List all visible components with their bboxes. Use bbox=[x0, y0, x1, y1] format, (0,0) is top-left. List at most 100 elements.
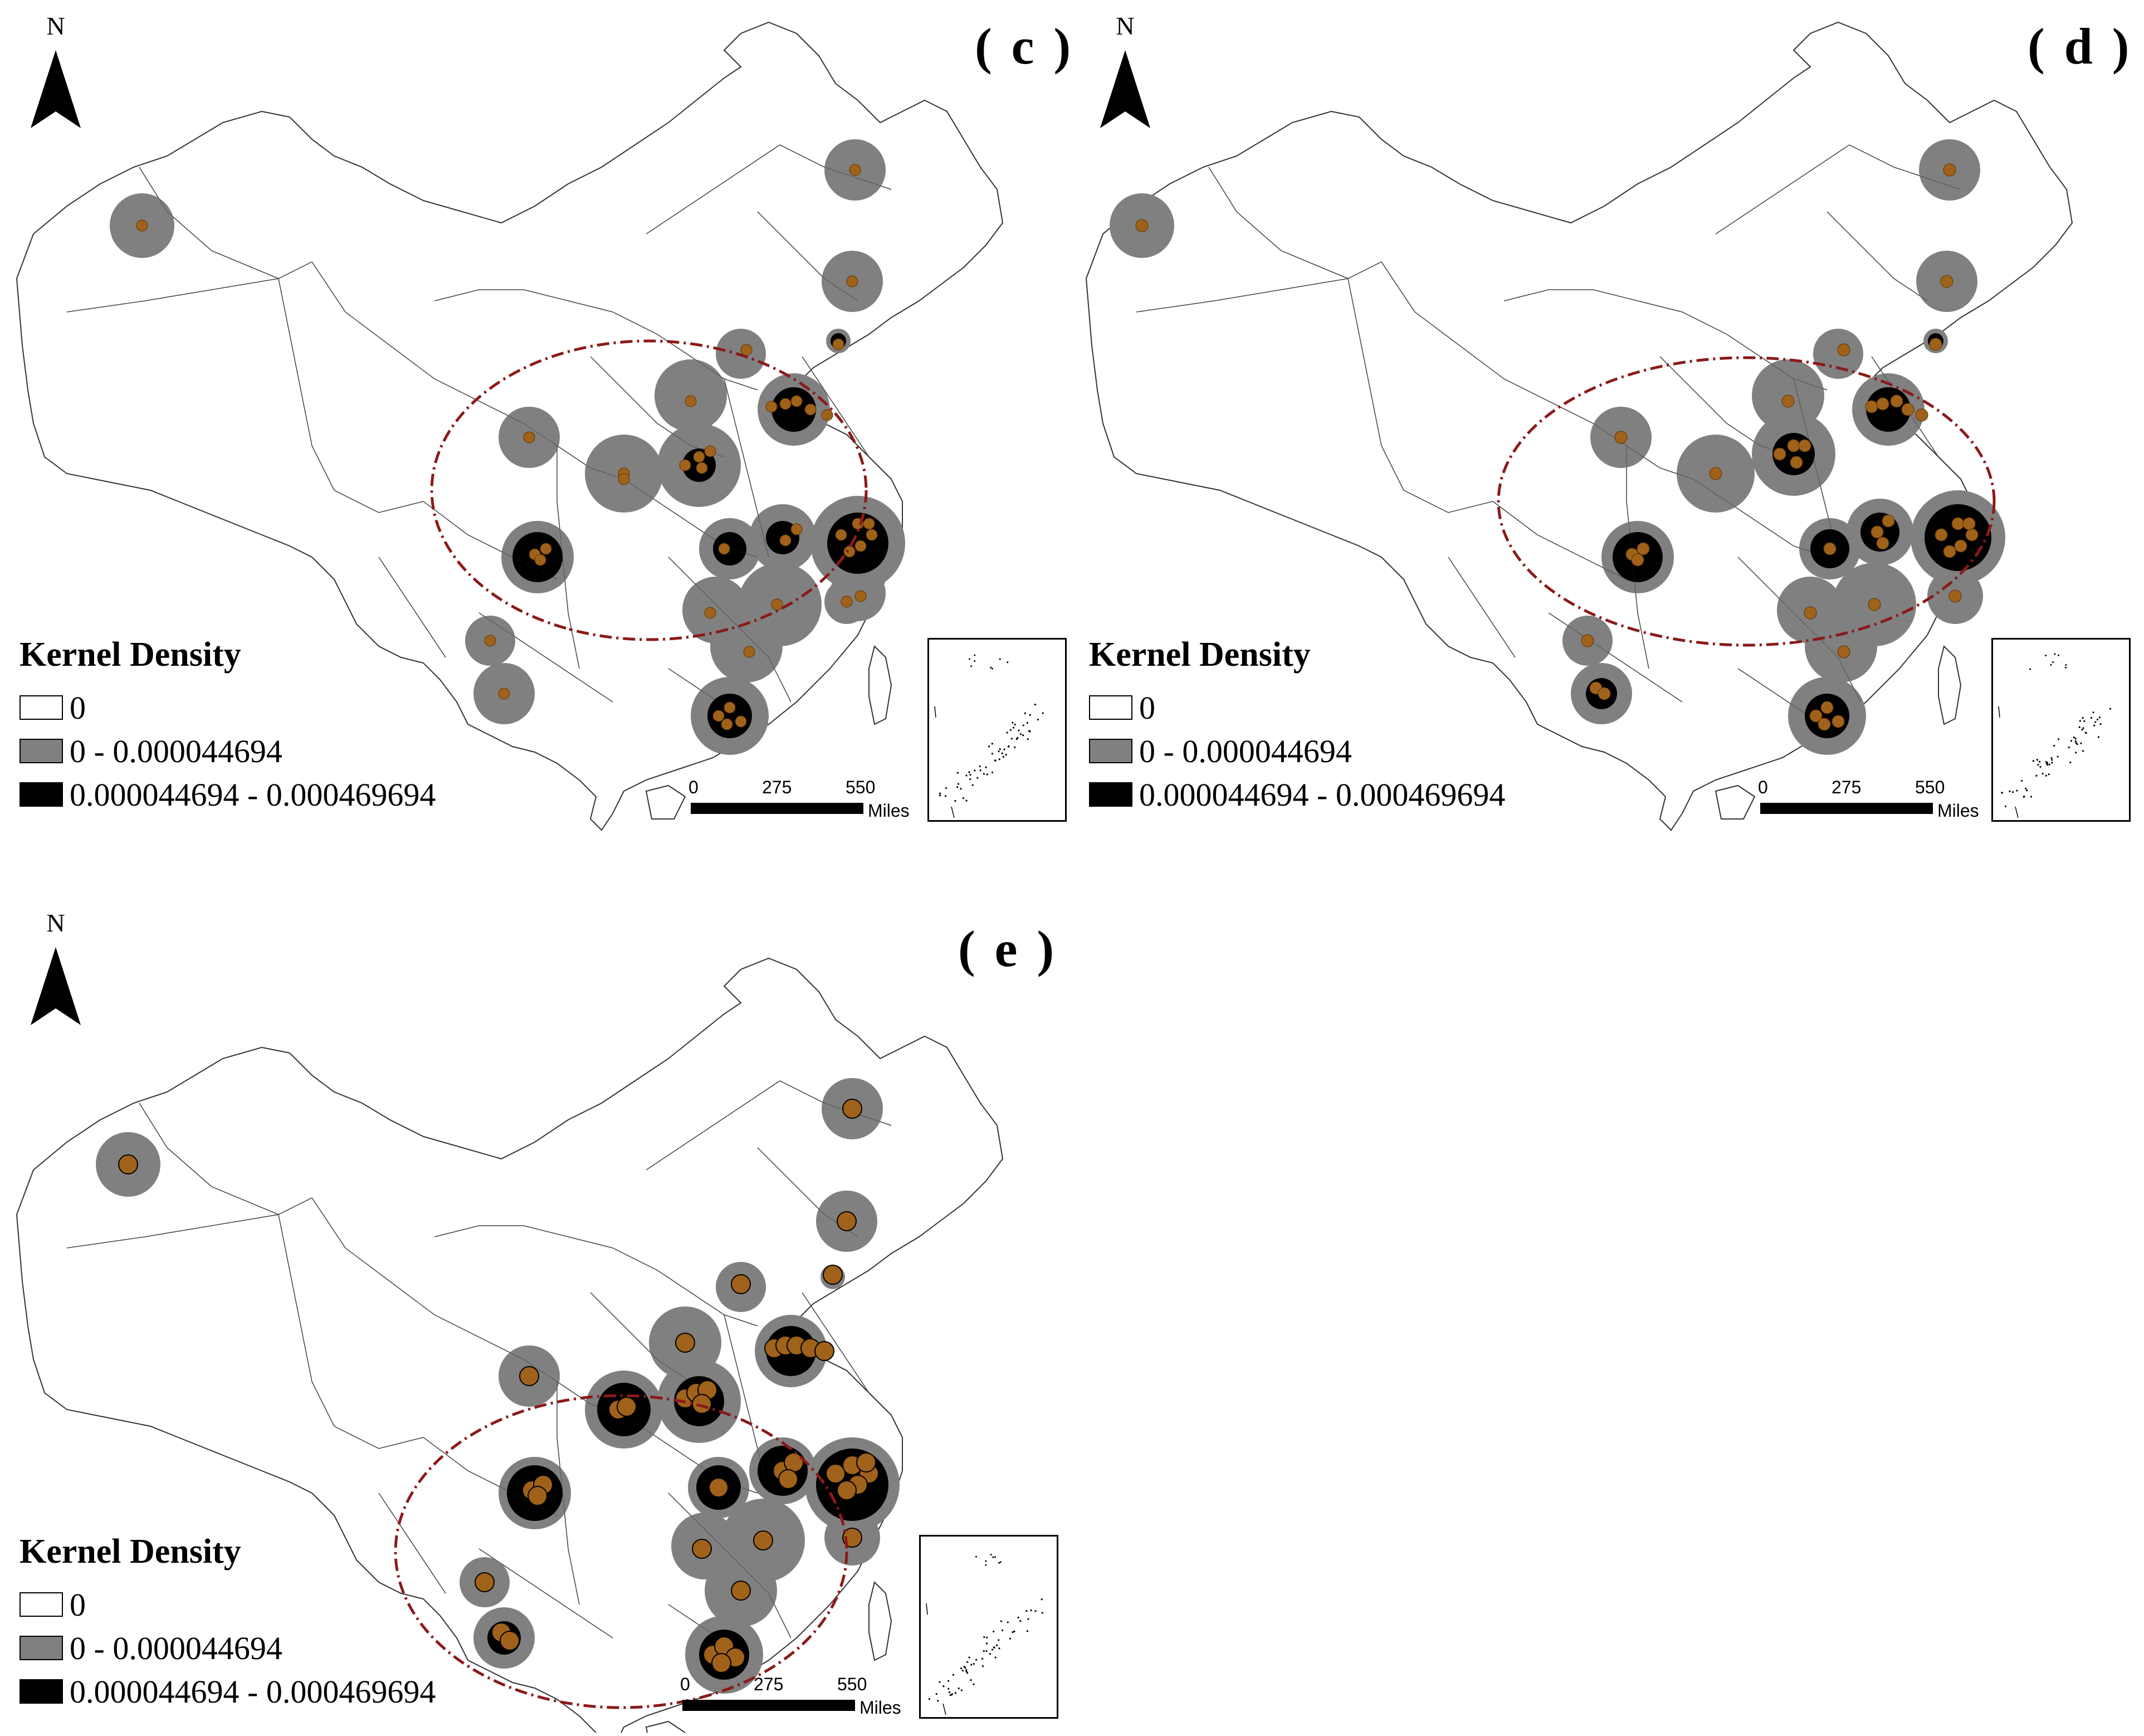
legend-title: Kernel Density bbox=[19, 1533, 241, 1571]
sample-point bbox=[1890, 394, 1903, 408]
island bbox=[979, 765, 981, 768]
island bbox=[2030, 796, 2033, 798]
island bbox=[2109, 708, 2112, 710]
island bbox=[948, 1691, 951, 1694]
legend-label: 0 - 0.000044694 bbox=[70, 1630, 282, 1666]
province-boundary-overlay bbox=[1548, 612, 1683, 703]
province-boundary-overlay bbox=[1737, 668, 1805, 714]
sample-point bbox=[1882, 514, 1895, 528]
legend-label: 0 - 0.000044694 bbox=[70, 733, 282, 769]
province-boundary-overlay bbox=[1136, 261, 1382, 313]
sample-point bbox=[1798, 439, 1811, 452]
island bbox=[1012, 1631, 1014, 1633]
sample-point bbox=[523, 431, 535, 443]
sample-point bbox=[1943, 163, 1956, 177]
sample-point bbox=[1948, 589, 1962, 603]
sample-point bbox=[835, 529, 847, 541]
province-boundary-overlay bbox=[1208, 167, 1349, 279]
sample-point bbox=[849, 164, 861, 176]
island bbox=[2057, 755, 2059, 758]
hainan-outline bbox=[645, 784, 686, 820]
island bbox=[945, 787, 948, 789]
hainan-outline bbox=[645, 1720, 686, 1733]
island bbox=[1034, 704, 1037, 706]
island bbox=[1041, 1598, 1043, 1601]
legend-swatch-low bbox=[19, 739, 63, 763]
island bbox=[2094, 721, 2097, 723]
island bbox=[965, 1669, 968, 1671]
legend-swatch-high bbox=[1089, 782, 1132, 807]
legend: Kernel Density 0 0 - 0.000044694 0.00004… bbox=[19, 635, 436, 816]
island bbox=[998, 1647, 1000, 1650]
island bbox=[2048, 773, 2050, 776]
island bbox=[1006, 732, 1008, 734]
province-boundary-overlay bbox=[668, 1493, 792, 1639]
island bbox=[928, 1698, 931, 1700]
island bbox=[965, 774, 968, 777]
province-boundary-overlay bbox=[779, 144, 892, 190]
sample-point bbox=[1962, 517, 1976, 530]
sample-point bbox=[841, 596, 853, 608]
province-boundary-overlay bbox=[724, 1314, 769, 1494]
island bbox=[2082, 727, 2084, 729]
island bbox=[954, 800, 956, 802]
sample-point bbox=[735, 715, 747, 728]
legend-item: 0 - 0.000044694 bbox=[19, 729, 436, 773]
sample-point bbox=[1901, 403, 1915, 416]
scale-tick: 275 bbox=[1832, 777, 1862, 797]
scale-bar: 0 275 550 Miles bbox=[680, 1674, 901, 1724]
island bbox=[983, 1650, 985, 1652]
province-boundary-overlay bbox=[646, 1080, 780, 1171]
province-boundary-overlay bbox=[612, 311, 758, 391]
cluster-ellipse bbox=[1497, 356, 1996, 647]
inset-islands bbox=[926, 1553, 1043, 1715]
north-label: N bbox=[46, 909, 65, 937]
island bbox=[992, 1556, 994, 1558]
sample-point bbox=[740, 344, 753, 356]
sample-point bbox=[779, 534, 792, 547]
island bbox=[2085, 732, 2087, 734]
island bbox=[2029, 668, 2031, 670]
island bbox=[1018, 729, 1020, 732]
island bbox=[956, 772, 959, 774]
scale-bar: 0 275 550 Miles bbox=[688, 777, 910, 827]
island bbox=[2050, 664, 2052, 666]
province-boundary-overlay bbox=[1492, 501, 1627, 580]
panel-label-d: ( d ) bbox=[2028, 18, 2133, 75]
island bbox=[986, 773, 988, 776]
sample-point bbox=[679, 459, 691, 471]
sample-point bbox=[1837, 343, 1850, 357]
island bbox=[989, 1652, 991, 1655]
north-label: N bbox=[46, 12, 65, 40]
north-arrow-icon bbox=[31, 947, 81, 1025]
island bbox=[998, 750, 1000, 753]
island bbox=[1027, 738, 1029, 740]
island bbox=[2083, 720, 2086, 722]
island bbox=[937, 1700, 939, 1702]
province-boundary-overlay bbox=[1381, 261, 1594, 424]
sample-point bbox=[1818, 718, 1831, 731]
island bbox=[975, 1659, 978, 1661]
province-boundary-overlay bbox=[66, 261, 312, 313]
island bbox=[1019, 1620, 1022, 1622]
island bbox=[1037, 718, 1039, 721]
province-boundary-overlay bbox=[1793, 378, 1839, 558]
sample-point bbox=[618, 473, 630, 485]
island bbox=[939, 794, 941, 797]
legend-item: 0 - 0.000044694 bbox=[19, 1626, 436, 1670]
island bbox=[1027, 1618, 1029, 1620]
island bbox=[2099, 723, 2102, 725]
island bbox=[979, 769, 981, 772]
sample-point bbox=[1951, 517, 1965, 530]
island bbox=[2058, 654, 2060, 656]
province-boundary-overlay bbox=[612, 1247, 758, 1327]
island bbox=[956, 786, 959, 788]
sample-point bbox=[1631, 553, 1644, 567]
island bbox=[971, 784, 974, 786]
island bbox=[995, 1644, 998, 1646]
island bbox=[2080, 742, 2082, 744]
island bbox=[991, 753, 993, 755]
island bbox=[1001, 1629, 1004, 1631]
province-boundary-overlay bbox=[278, 278, 335, 491]
island bbox=[1012, 726, 1015, 729]
